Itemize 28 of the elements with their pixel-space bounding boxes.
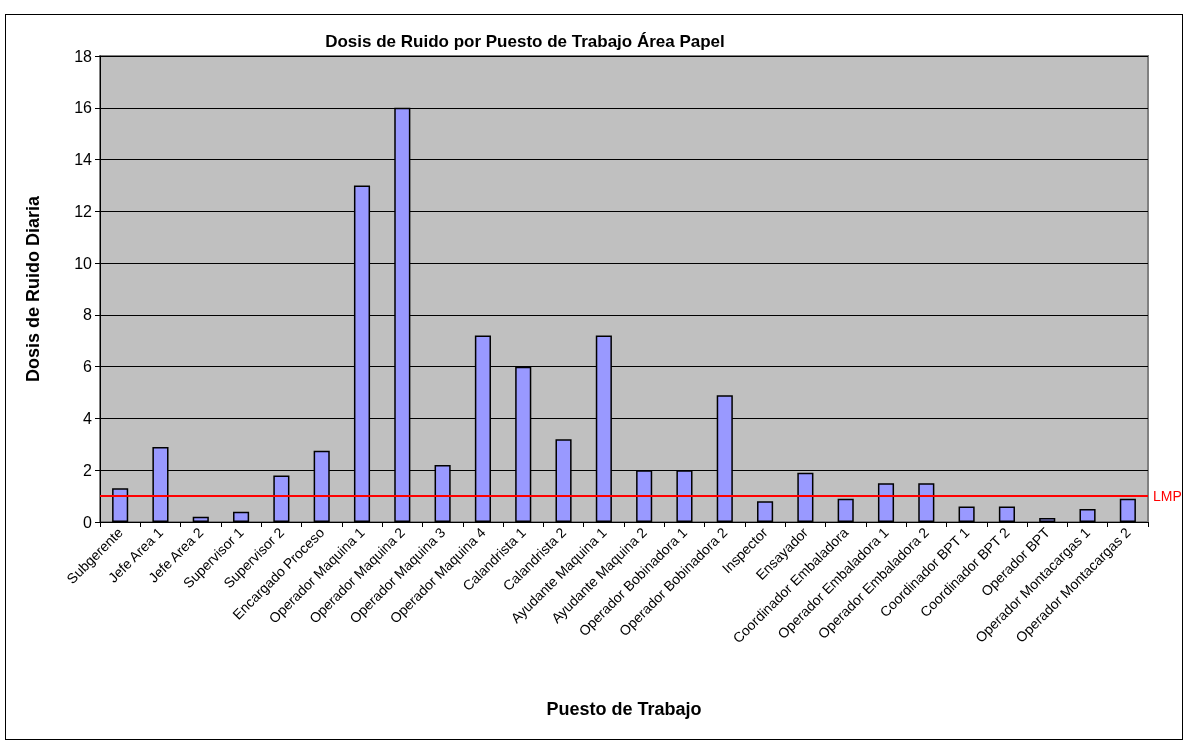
- y-tick-label: 6: [83, 358, 93, 376]
- bar: [918, 483, 935, 522]
- bar: [273, 475, 290, 522]
- bar: [877, 483, 895, 522]
- y-tick-label: 2: [83, 461, 93, 479]
- y-tick-label: 4: [83, 409, 93, 427]
- ref-line-label: LMP: [1153, 488, 1182, 505]
- y-tick-label: 8: [83, 306, 93, 324]
- bar: [837, 498, 854, 522]
- bar: [797, 472, 814, 522]
- y-tick-label: 10: [74, 254, 93, 272]
- bar: [192, 516, 209, 522]
- bar: [757, 501, 774, 522]
- bar: [998, 506, 1015, 522]
- y-tick-label: 12: [74, 202, 93, 220]
- bar: [112, 488, 129, 522]
- y-tick-label: 0: [83, 513, 93, 531]
- chart-title: Dosis de Ruido por Puesto de Trabajo Área Papel: [325, 32, 725, 51]
- y-tick-label: 16: [74, 99, 93, 117]
- bar: [958, 506, 975, 522]
- y-tick-label: 18: [74, 47, 93, 65]
- bar: [1039, 518, 1056, 522]
- y-tick-label: 14: [74, 151, 93, 169]
- bar: [1119, 498, 1136, 522]
- y-axis-title: Dosis de Ruido Diaria: [23, 195, 43, 383]
- bar: [233, 511, 250, 522]
- x-axis-title: Puesto de Trabajo: [546, 699, 702, 719]
- bar: [1079, 509, 1096, 522]
